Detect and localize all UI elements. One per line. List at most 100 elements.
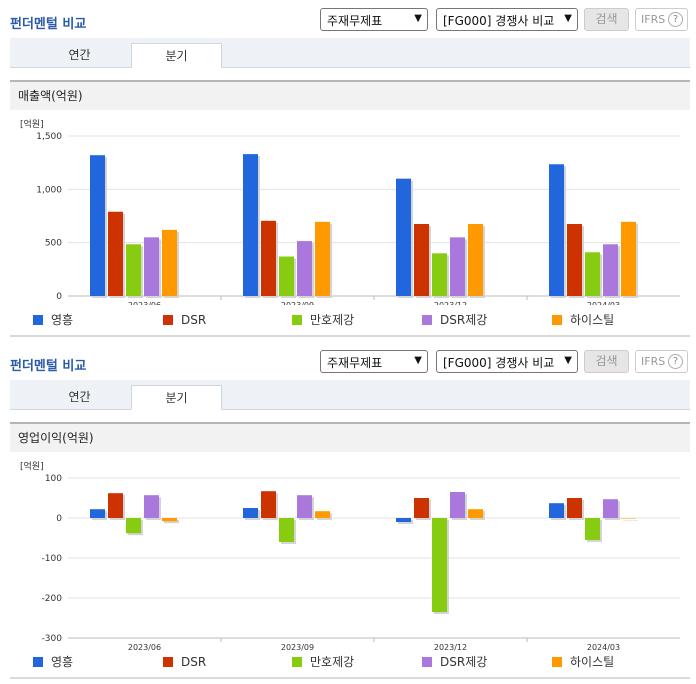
bar-1-2 <box>414 498 429 518</box>
x-tick-label: 2023/09 <box>281 301 314 305</box>
bar-1-0 <box>108 493 123 518</box>
bar-2-1 <box>279 518 294 542</box>
bar-4-0 <box>162 518 177 522</box>
x-tick-label: 2023/12 <box>434 643 467 652</box>
fundamental-panel-sales: 펀더멘털 비교 주재무제표 ▼ [FG000] 경쟁사 비교 ▼ 검색 IFRS? … <box>0 0 696 337</box>
bar-3-0 <box>144 237 159 296</box>
x-tick-label: 2024/03 <box>587 301 620 305</box>
divider <box>10 677 690 679</box>
bar-1-2 <box>414 224 429 296</box>
bar-0-1 <box>243 508 258 518</box>
ifrs-button[interactable]: IFRS? <box>635 8 688 31</box>
bar-shadow <box>623 520 638 521</box>
bar-2-2 <box>432 518 447 612</box>
bar-4-3 <box>621 221 636 296</box>
bar-1-1 <box>261 491 276 518</box>
y-tick-label: 1,500 <box>36 132 62 142</box>
bar-4-3 <box>621 518 636 519</box>
bar-4-0 <box>162 229 177 296</box>
chart-title: 매출액(억원) <box>10 80 690 110</box>
period-tabs: 연간 분기 <box>10 380 690 410</box>
tab-annual[interactable]: 연간 <box>68 48 91 62</box>
legend-swatch <box>163 315 173 325</box>
chart-legend: 영흥 DSR 만호제강 DSR제강 하이스틸 <box>0 312 696 332</box>
legend-item[interactable]: DSR <box>163 654 206 670</box>
bar-2-0 <box>126 244 141 296</box>
help-icon[interactable]: ? <box>668 354 683 369</box>
panel-header: 펀더멘털 비교 주재무제표 ▼ [FG000] 경쟁사 비교 ▼ 검색 IFRS? <box>0 0 696 40</box>
legend-label: DSR <box>181 655 207 669</box>
bar-2-3 <box>585 252 600 296</box>
bar-1-0 <box>108 211 123 296</box>
bar-3-0 <box>144 495 159 518</box>
bar-4-2 <box>468 509 483 518</box>
bar-0-0 <box>90 155 105 296</box>
y-tick-label: 1,000 <box>36 185 62 195</box>
legend-swatch <box>163 657 173 667</box>
competitor-select[interactable]: [FG000] 경쟁사 비교 ▼ <box>436 8 578 31</box>
competitor-select[interactable]: [FG000] 경쟁사 비교 ▼ <box>436 350 578 373</box>
y-tick-label: 100 <box>45 474 62 484</box>
x-tick-label: 2023/06 <box>128 643 161 652</box>
search-button[interactable]: 검색 <box>584 350 629 373</box>
legend-item[interactable]: 영흥 <box>33 654 73 670</box>
unit-label: [억원] <box>20 118 44 130</box>
x-tick-label: 2024/03 <box>587 643 620 652</box>
bar-2-0 <box>126 518 141 534</box>
bar-1-3 <box>567 224 582 296</box>
tab-quarterly[interactable]: 분기 <box>131 385 222 410</box>
chart-legend: 영흥 DSR 만호제강 DSR제강 하이스틸 <box>0 654 696 674</box>
x-tick-label: 2023/12 <box>434 301 467 305</box>
bar-0-1 <box>243 154 258 296</box>
bar-0-2 <box>396 178 411 296</box>
legend-swatch <box>33 315 43 325</box>
bar-0-3 <box>549 503 564 518</box>
bar-2-1 <box>279 256 294 296</box>
fundamental-panel-op-income: 펀더멘털 비교 주재무제표 ▼ [FG000] 경쟁사 비교 ▼ 검색 IFRS? … <box>0 342 696 684</box>
legend-item[interactable]: 만호제강 <box>292 312 354 328</box>
legend-item[interactable]: DSR제강 <box>422 654 487 670</box>
bar-0-2 <box>396 518 411 522</box>
bar-shadow <box>164 520 179 524</box>
statement-select[interactable]: 주재무제표 ▼ <box>320 350 428 373</box>
period-tabs: 연간 분기 <box>10 38 690 68</box>
legend-label: 영흥 <box>51 655 74 669</box>
panel-title: 펀더멘털 비교 <box>10 17 87 32</box>
help-icon[interactable]: ? <box>668 12 683 27</box>
sales-bar-chart: [억원] 0 500 1,000 1,500 2023/06 2023/09 2023/12 2… <box>20 118 680 305</box>
chevron-down-icon: ▼ <box>564 13 572 24</box>
y-tick-label: -200 <box>42 594 63 604</box>
bar-1-1 <box>261 220 276 296</box>
legend-label: 만호제강 <box>310 655 355 669</box>
statement-select[interactable]: 주재무제표 ▼ <box>320 8 428 31</box>
bar-0-3 <box>549 164 564 296</box>
bar-3-1 <box>297 495 312 518</box>
chart-title: 영업이익(억원) <box>10 422 690 452</box>
legend-item[interactable]: 하이스틸 <box>552 654 614 670</box>
unit-label: [억원] <box>20 460 44 472</box>
x-tick-label: 2023/06 <box>128 301 161 305</box>
legend-label: 하이스틸 <box>570 313 615 327</box>
ifrs-button[interactable]: IFRS? <box>635 350 688 373</box>
bar-4-1 <box>315 221 330 296</box>
bar-2-2 <box>432 253 447 296</box>
tab-annual[interactable]: 연간 <box>68 390 91 404</box>
y-tick-label: 0 <box>56 514 62 524</box>
legend-swatch <box>422 657 432 667</box>
legend-label: 영흥 <box>51 313 74 327</box>
legend-swatch <box>552 315 562 325</box>
bar-3-1 <box>297 241 312 296</box>
legend-item[interactable]: DSR <box>163 312 206 328</box>
legend-item[interactable]: 하이스틸 <box>552 312 614 328</box>
legend-item[interactable]: DSR제강 <box>422 312 487 328</box>
bar-3-3 <box>603 499 618 518</box>
search-button[interactable]: 검색 <box>584 8 629 31</box>
legend-item[interactable]: 영흥 <box>33 312 73 328</box>
y-tick-label: -300 <box>42 634 63 644</box>
legend-swatch <box>292 315 302 325</box>
bar-4-1 <box>315 511 330 518</box>
legend-item[interactable]: 만호제강 <box>292 654 354 670</box>
y-tick-label: 0 <box>56 292 62 302</box>
legend-label: DSR제강 <box>440 313 488 327</box>
tab-quarterly[interactable]: 분기 <box>131 43 222 68</box>
